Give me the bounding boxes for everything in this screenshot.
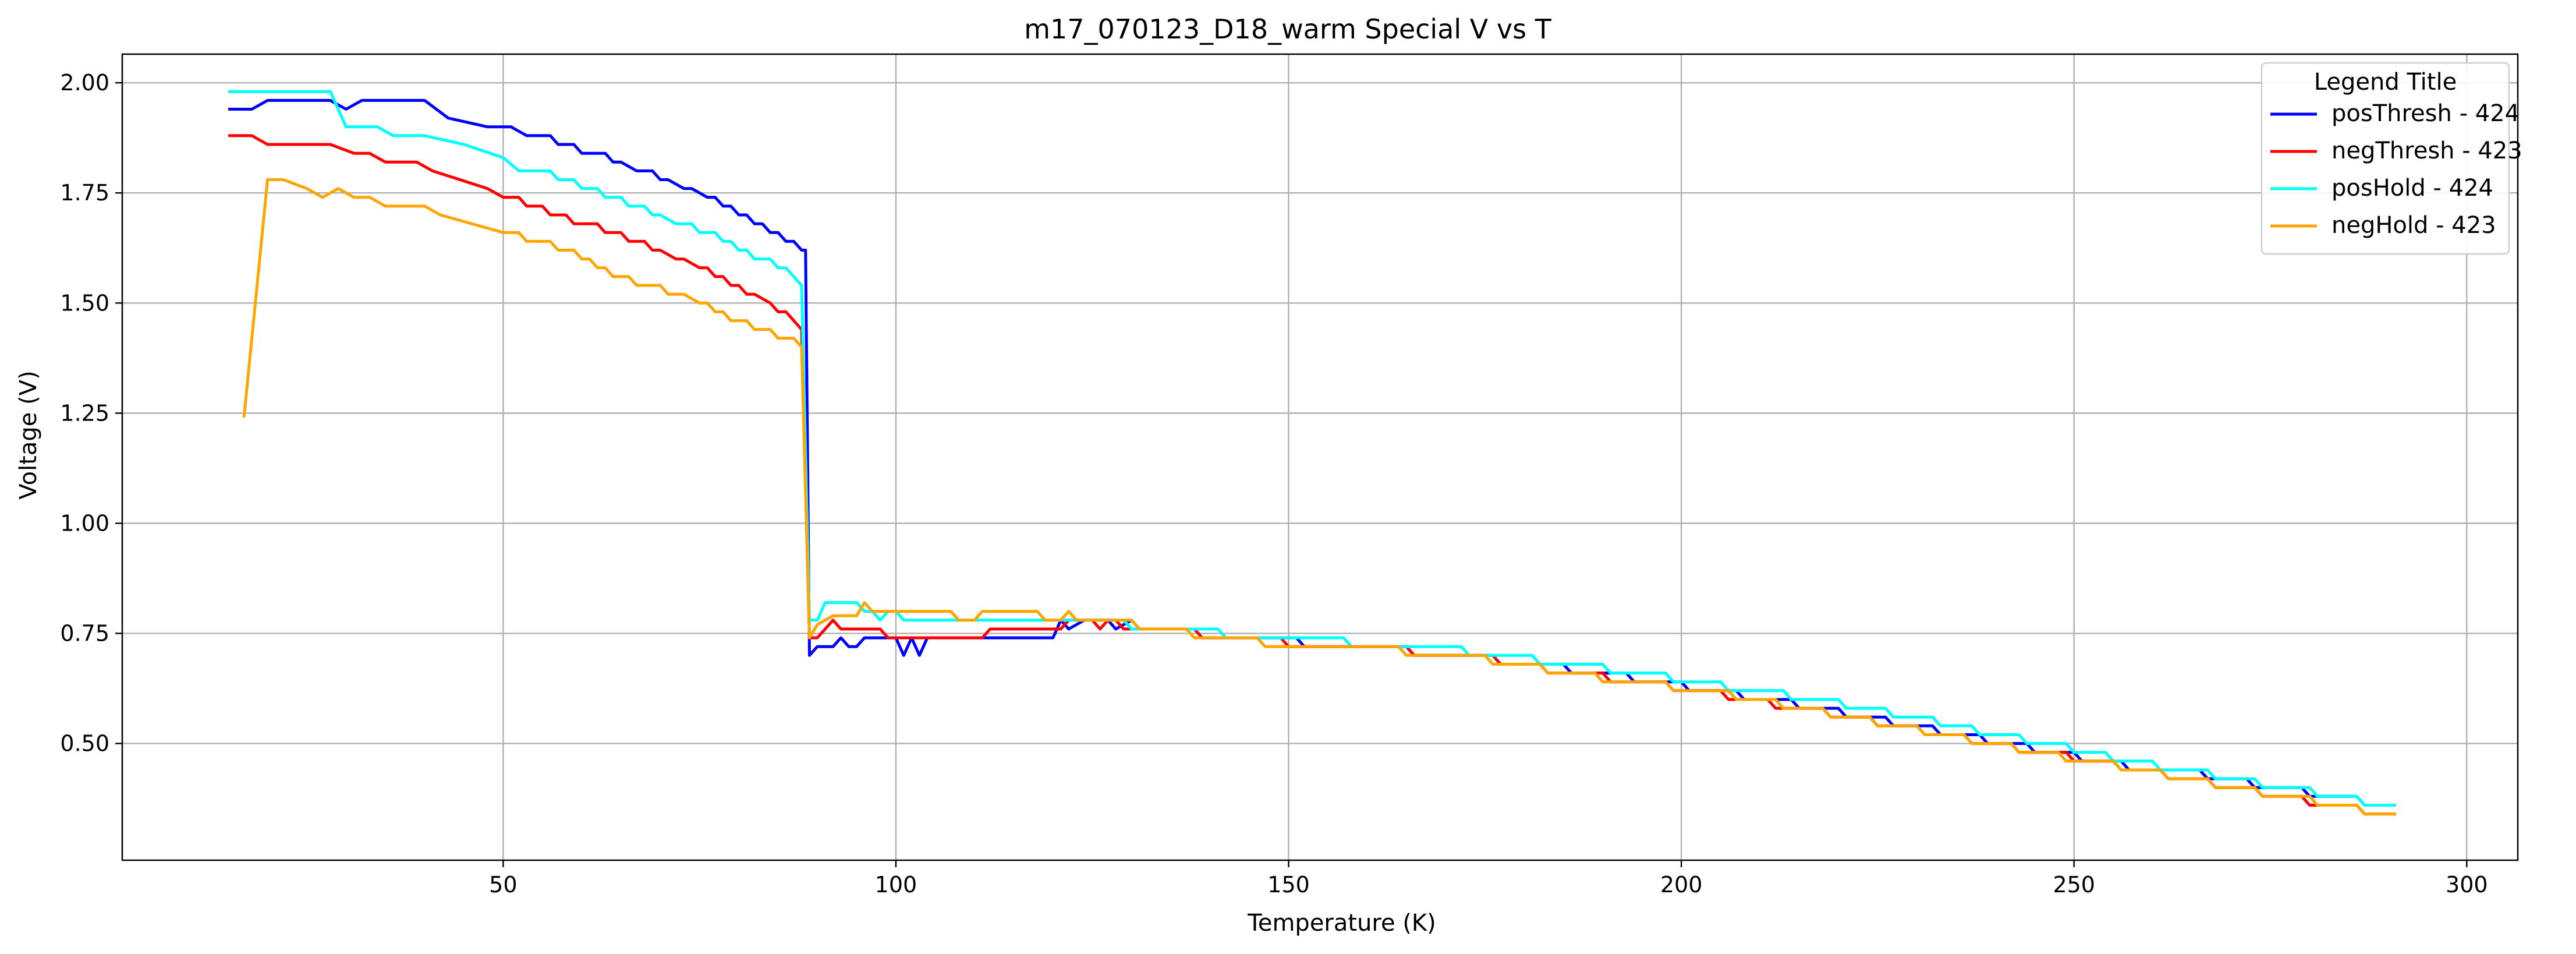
y-tick-label: 2.00 [60, 70, 109, 96]
x-axis-label: Temperature (K) [1247, 910, 1436, 937]
y-tick-label: 0.75 [60, 621, 109, 646]
plot-frame [121, 53, 2519, 861]
y-tick-label: 1.00 [60, 510, 109, 536]
legend-entry-label: posThresh - 424 [2331, 100, 2520, 127]
y-axis-ticks: 0.50 0.75 1.00 1.25 1.50 1.75 2.00 [60, 70, 122, 757]
x-axis-ticks: 50 100 150 200 250 300 [489, 860, 2488, 898]
y-axis-label: Voltage (V) [15, 370, 42, 499]
legend-entry-label: posHold - 424 [2331, 175, 2493, 202]
legend: Legend Title posThresh - 424 negThresh - 4… [2260, 62, 2522, 255]
x-tick-label: 100 [875, 872, 917, 898]
legend-entry-label: negThresh - 423 [2331, 137, 2522, 164]
x-tick-label: 200 [1660, 872, 1703, 898]
series-line-neghold-423 [242, 178, 2396, 816]
x-tick-label: 50 [489, 872, 517, 898]
grid-lines [122, 54, 2518, 860]
legend-box [2260, 62, 2510, 255]
y-tick-label: 1.50 [60, 290, 109, 316]
legend-title: Legend Title [2314, 69, 2457, 96]
y-tick-label: 1.75 [60, 180, 109, 206]
chart-title: m17_070123_D18_warm Special V vs T [1024, 13, 1552, 45]
y-tick-label: 0.50 [60, 731, 109, 757]
plot-series-group [228, 90, 2396, 816]
legend-entry-label: negHold - 423 [2331, 212, 2496, 239]
x-tick-label: 250 [2053, 872, 2095, 898]
x-tick-label: 150 [1267, 872, 1310, 898]
x-tick-label: 300 [2446, 872, 2488, 898]
y-tick-label: 1.25 [60, 400, 109, 426]
